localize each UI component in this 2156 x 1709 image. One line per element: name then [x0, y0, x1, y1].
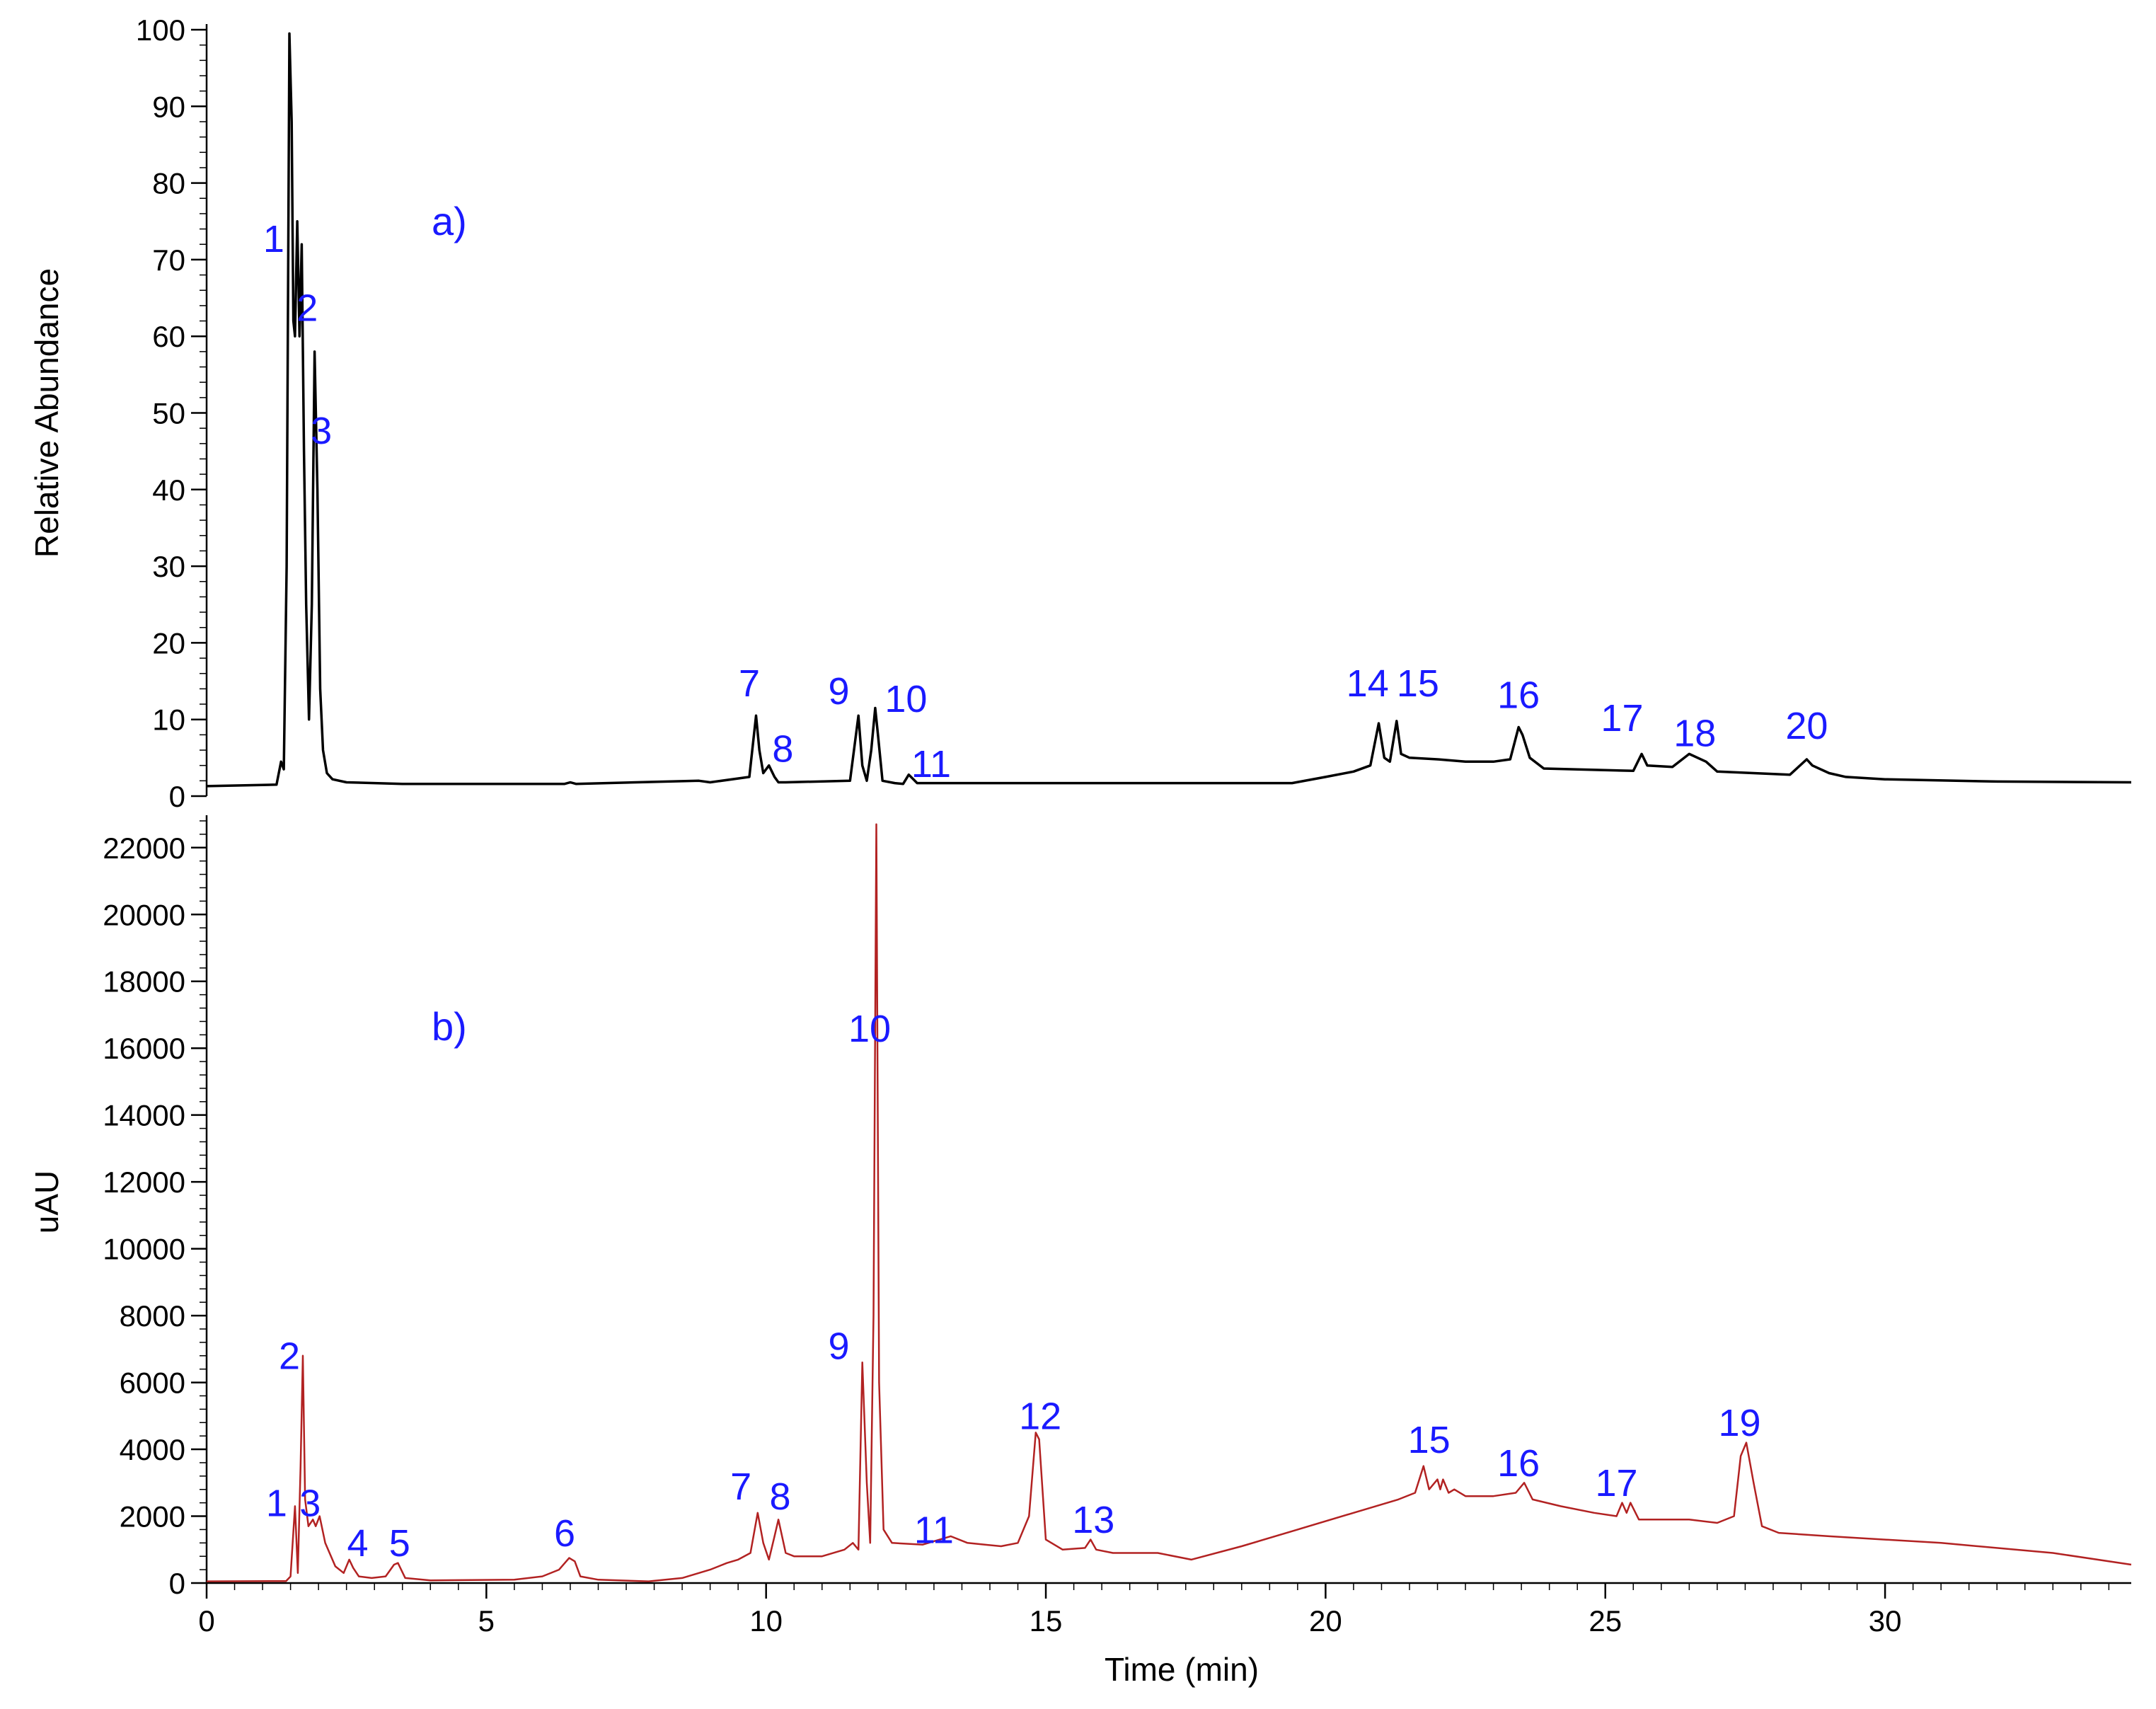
y-tick-label: 100	[136, 13, 185, 47]
peak-number-label: 16	[1497, 674, 1540, 716]
y-tick-label: 50	[152, 397, 185, 430]
shared-x-axis: 0 5 10 15 20 25 30	[198, 1582, 2131, 1638]
peak-number-label: 12	[1019, 1396, 1061, 1438]
x-tick-label: 20	[1309, 1604, 1342, 1638]
peak-number-label: 4	[347, 1522, 368, 1565]
y-tick-label: 20000	[103, 898, 185, 931]
y-tick-label: 22000	[103, 832, 185, 865]
x-tick-label: 25	[1589, 1604, 1622, 1638]
y-tick-label: 14000	[103, 1099, 185, 1132]
peak-number-label: 19	[1718, 1402, 1760, 1444]
peak-number-label: 17	[1596, 1462, 1638, 1504]
y-tick-label: 70	[152, 243, 185, 277]
x-tick-label: 5	[478, 1604, 495, 1638]
peak-number-label: 2	[296, 287, 318, 330]
x-axis-title: Time (min)	[1105, 1651, 1259, 1688]
y-tick-label: 18000	[103, 965, 185, 999]
y-tick-label: 60	[152, 320, 185, 353]
peak-number-label: 9	[828, 1325, 849, 1368]
peak-number-label: 1	[263, 218, 284, 260]
peak-number-label: 10	[884, 678, 927, 720]
y-tick-label: 8000	[120, 1299, 185, 1333]
x-tick-label: 0	[198, 1604, 214, 1638]
y-axis-title: uAU	[28, 1170, 65, 1233]
chromatogram-trace	[206, 823, 2132, 1582]
peak-number-label: 1	[266, 1483, 287, 1525]
peak-number-label: 3	[311, 410, 332, 452]
peak-number-label: 11	[911, 743, 951, 786]
panel-b-chart: 0 2000 4000 6000 8000 10000 12000 14000 16000 180…	[28, 815, 2132, 1600]
peak-number-label: 15	[1408, 1419, 1451, 1461]
y-tick-label: 20	[152, 626, 185, 660]
peak-number-label: 2	[279, 1335, 300, 1378]
y-tick-label: 30	[152, 550, 185, 583]
peak-number-label: 6	[554, 1512, 575, 1555]
x-tick-label: 15	[1030, 1604, 1063, 1638]
peak-number-label: 13	[1072, 1499, 1114, 1541]
y-tick-label: 12000	[103, 1166, 185, 1199]
peak-number-label: 18	[1673, 713, 1716, 755]
y-tick-label: 2000	[120, 1500, 185, 1534]
y-tick-label: 10000	[103, 1233, 185, 1266]
peak-number-label: 3	[299, 1483, 321, 1525]
peak-number-label: 10	[848, 1008, 891, 1050]
peak-number-label: 8	[772, 727, 793, 770]
peak-number-label: 9	[828, 670, 849, 713]
panel-a-chart: 0 10 20 30 40 50 60 70 80 90 100 Relative Abundance…	[28, 13, 2132, 813]
x-tick-label: 10	[749, 1604, 783, 1638]
y-tick-label: 4000	[120, 1433, 185, 1466]
y-tick-label: 80	[152, 167, 185, 200]
peak-number-label: 8	[769, 1475, 790, 1518]
y-tick-label: 40	[152, 473, 185, 507]
y-tick-label: 6000	[120, 1366, 185, 1400]
peak-number-label: 7	[739, 662, 760, 705]
peak-number-label: 14	[1347, 662, 1389, 705]
peak-number-label: 11	[914, 1509, 954, 1551]
peak-number-label: 16	[1497, 1442, 1540, 1485]
peak-number-label: 17	[1601, 697, 1643, 740]
y-tick-label: 10	[152, 703, 185, 737]
y-tick-label: 16000	[103, 1032, 185, 1065]
y-tick-label: 0	[169, 780, 185, 813]
y-tick-label: 0	[169, 1567, 185, 1600]
peak-number-label: 7	[730, 1466, 751, 1508]
x-tick-label: 30	[1869, 1604, 1902, 1638]
y-tick-label: 90	[152, 90, 185, 123]
peak-number-label: 5	[389, 1522, 410, 1565]
panel-tag-label: b)	[432, 1004, 467, 1049]
chromatogram-trace	[206, 32, 2132, 788]
peak-number-label: 15	[1397, 662, 1439, 705]
panel-tag-label: a)	[432, 199, 467, 243]
peak-number-label: 20	[1785, 705, 1828, 747]
y-axis-title: Relative Abundance	[28, 268, 65, 558]
